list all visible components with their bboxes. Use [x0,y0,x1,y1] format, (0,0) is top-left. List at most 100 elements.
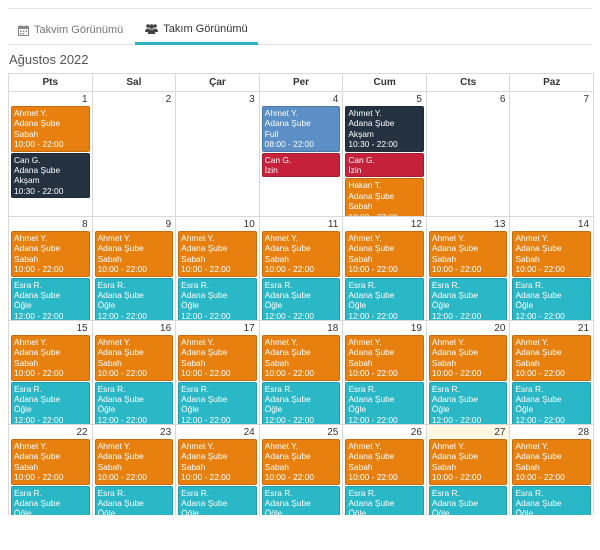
calendar-day[interactable]: 2 [93,92,177,216]
calendar-day-today[interactable]: 27 Ahmet Y. Adana Şube Sabah 10:00 - 22:00 Es… [426,425,511,515]
shift-event-sabah[interactable]: Ahmet Y. Adana Şube Sabah 10:00 - 22:00 [428,231,508,277]
shift-event-line: Öğle [348,300,367,311]
shift-event-line: Adana Şube [97,243,144,254]
calendar-day[interactable]: 19 Ahmet Y. Adana Şube Sabah 10:00 - 22:00 Es… [343,321,427,424]
shift-event-sabah[interactable]: Ahmet Y. Adana Şube Sabah 10:00 - 22:00 [11,106,90,152]
shift-event-sabah[interactable]: Ahmet Y. Adana Şube Sabah 10:00 - 22:00 [11,231,90,277]
shift-event-sabah[interactable]: Ahmet Y. Adana Şube Sabah 10:00 - 22:00 [178,439,257,485]
calendar-day[interactable]: 5 Ahmet Y. Adana Şube Akşam 10:30 - 22:00 Can… [343,92,427,216]
shift-event-sabah[interactable]: Ahmet Y. Adana Şube Sabah 10:00 - 22:00 [178,335,257,381]
shift-event-aksam[interactable]: Can G. Adana Şube Akşam 10:30 - 22:00 [11,152,90,199]
shift-event-sabah[interactable]: Ahmet Y. Adana Şube Sabah 10:00 - 22:00 [512,335,592,381]
calendar-day[interactable]: 22 Ahmet Y. Adana Şube Sabah 10:00 - 22:00 Es… [9,425,93,515]
shift-event-line: Akşam [348,128,374,139]
shift-event-sabah[interactable]: Ahmet Y. Adana Şube Sabah 10:00 - 22:00 [94,439,174,485]
shift-event-izin[interactable]: Can G. İzin [345,152,424,178]
calendar-day[interactable]: 23 Ahmet Y. Adana Şube Sabah 10:00 - 22:00 Es… [93,425,177,515]
shift-event-line: 10:00 - 22:00 [431,264,482,275]
day-number: 19 [410,323,422,334]
calendar-day[interactable]: 25 Ahmet Y. Adana Şube Sabah 10:00 - 22:00 Es… [260,425,344,515]
calendar-day[interactable]: 10 Ahmet Y. Adana Şube Sabah 10:00 - 22:00 Es… [176,217,260,320]
calendar-day[interactable]: 6 [427,92,511,216]
shift-event-sabah[interactable]: Ahmet Y. Adana Şube Sabah 10:00 - 22:00 [345,231,424,277]
shift-event-izin[interactable]: Can G. İzin [261,152,341,178]
tab-calendar-view[interactable]: Takvim Görünümü [8,15,133,45]
shift-event-line: Ahmet Y. [181,441,215,451]
shift-event-sabah[interactable]: Ahmet Y. Adana Şube Sabah 10:00 - 22:00 [261,439,341,485]
calendar-day[interactable]: 28 Ahmet Y. Adana Şube Sabah 10:00 - 22:00 Es… [510,425,595,515]
calendar-day[interactable]: 18 Ahmet Y. Adana Şube Sabah 10:00 - 22:00 Es… [260,321,344,424]
calendar-day[interactable]: 9 Ahmet Y. Adana Şube Sabah 10:00 - 22:00 Esr… [93,217,177,320]
weekday-header-cell: Per [259,74,344,92]
calendar-day[interactable]: 7 [510,92,595,216]
shift-event-sabah[interactable]: Ahmet Y. Adana Şube Sabah 10:00 - 22:00 [512,439,592,485]
shift-event-sabah[interactable]: Ahmet Y. Adana Şube Sabah 10:00 - 22:00 [94,335,174,381]
day-number: 27 [494,427,506,438]
shift-event-sabah[interactable]: Ahmet Y. Adana Şube Sabah 10:00 - 22:00 [178,231,257,277]
shift-event-sabah[interactable]: Ahmet Y. Adana Şube Sabah 10:00 - 22:00 [428,335,508,381]
shift-event-sabah[interactable]: Ahmet Y. Adana Şube Sabah 10:00 - 22:00 [261,231,341,277]
calendar-day[interactable]: 3 [176,92,260,216]
shift-event-sabah[interactable]: Ahmet Y. Adana Şube Sabah 10:00 - 22:00 [94,231,174,277]
shift-event-full[interactable]: Ahmet Y. Adana Şube Full 08:00 - 22:00 [261,106,341,152]
shift-event-sabah[interactable]: Ahmet Y. Adana Şube Sabah 10:00 - 22:00 [428,439,508,485]
calendar-day[interactable]: 16 Ahmet Y. Adana Şube Sabah 10:00 - 22:00 Es… [93,321,177,424]
shift-event-line: Öğle [264,508,283,515]
shift-event-sabah[interactable]: Ahmet Y. Adana Şube Sabah 10:00 - 22:00 [512,231,592,277]
shift-event-line: 10:00 - 22:00 [348,264,398,275]
calendar-day[interactable]: 24 Ahmet Y. Adana Şube Sabah 10:00 - 22:00 Es… [176,425,260,515]
calendar-day[interactable]: 17 Ahmet Y. Adana Şube Sabah 10:00 - 22:00 Es… [176,321,260,424]
calendar-day[interactable]: 26 Ahmet Y. Adana Şube Sabah 10:00 - 22:00 Es… [343,425,427,515]
shift-event-line: Öğle [515,300,534,311]
tab-team-view[interactable]: Takım Görünümü [135,15,258,45]
shift-event-line: 12:00 - 22:00 [264,414,315,424]
calendar-day[interactable]: 15 Ahmet Y. Adana Şube Sabah 10:00 - 22:00 Es… [9,321,93,424]
shift-event-line: Sabah [348,461,373,472]
calendar-day[interactable]: 8 Ahmet Y. Adana Şube Sabah 10:00 - 22:00 Esr… [9,217,93,320]
shift-event-aksam[interactable]: Ahmet Y. Adana Şube Akşam 10:30 - 22:00 [345,106,424,152]
shift-event-line: Ahmet Y. [515,441,549,451]
shift-event-sabah[interactable]: Ahmet Y. Adana Şube Sabah 10:00 - 22:00 [261,335,341,381]
calendar-day[interactable]: 20 Ahmet Y. Adana Şube Sabah 10:00 - 22:00 Es… [427,321,511,424]
calendar-day[interactable]: 11 Ahmet Y. Adana Şube Sabah 10:00 - 22:00 Es… [260,217,344,320]
shift-event-line: Esra R. [431,487,460,498]
shift-event-line: Öğle [97,404,116,415]
calendar-day[interactable]: 21 Ahmet Y. Adana Şube Sabah 10:00 - 22:00 Es… [510,321,595,424]
shift-event-sabah[interactable]: Ahmet Y. Adana Şube Sabah 10:00 - 22:00 [345,335,424,381]
shift-event-line: 12:00 - 22:00 [14,414,64,424]
shift-event-sabah[interactable]: Ahmet Y. Adana Şube Sabah 10:00 - 22:00 [11,335,90,381]
calendar-day[interactable]: 14 Ahmet Y. Adana Şube Sabah 10:00 - 22:00 Es… [510,217,595,320]
shift-event-sabah[interactable]: Ahmet Y. Adana Şube Sabah 10:00 - 22:00 [345,439,424,485]
calendar-day[interactable]: 1 Ahmet Y. Adana Şube Sabah 10:00 - 22:00 Can… [9,92,93,216]
day-number: 24 [243,427,255,438]
day-number: 3 [249,94,255,105]
calendar-day[interactable]: 13 Ahmet Y. Adana Şube Sabah 10:00 - 22:00 Es… [427,217,511,320]
calendar-day[interactable]: 12 Ahmet Y. Adana Şube Sabah 10:00 - 22:00 Es… [343,217,427,320]
day-number: 7 [583,94,590,105]
shift-event-sabah[interactable]: Ahmet Y. Adana Şube Sabah 10:00 - 22:00 [11,439,90,485]
weekday-header: Pts Sal Çar Per Cum Cts Paz [9,74,595,92]
calendar-day[interactable]: 4 Ahmet Y. Adana Şube Full 08:00 - 22:00 Can … [260,92,344,216]
